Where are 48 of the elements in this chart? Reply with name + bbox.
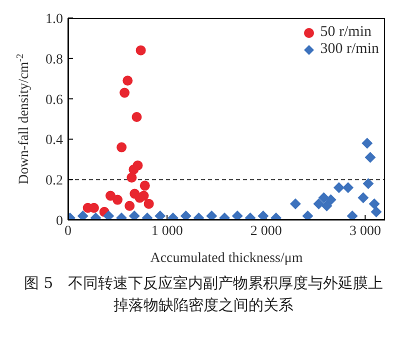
point	[134, 192, 145, 203]
point	[144, 198, 154, 209]
point	[180, 210, 192, 220]
point	[128, 164, 139, 174]
point	[206, 210, 218, 220]
point	[140, 180, 150, 191]
point	[103, 210, 114, 220]
point	[77, 210, 88, 220]
point	[258, 210, 269, 220]
point	[346, 210, 358, 220]
legend-label: 50 r/min	[320, 24, 372, 41]
point	[128, 210, 140, 220]
legend-label: 300 r/min	[320, 41, 379, 58]
point	[302, 210, 314, 220]
point	[154, 210, 166, 220]
point	[116, 142, 127, 152]
point	[321, 200, 332, 212]
point	[362, 138, 373, 149]
point	[364, 152, 376, 163]
y-tick-label: 0.8	[46, 52, 63, 68]
point	[290, 198, 301, 210]
point	[325, 194, 336, 206]
point	[370, 206, 382, 218]
point	[122, 76, 133, 86]
caption: 图 5 不同转速下反应室内副产物累积厚度与外延膜上掉落物缺陷密度之间的关系	[24, 273, 384, 316]
point	[112, 194, 123, 205]
point	[313, 198, 324, 210]
point	[124, 200, 135, 211]
point	[126, 172, 137, 183]
point	[342, 182, 354, 194]
point	[120, 88, 130, 98]
y-tick-label: 0	[56, 214, 63, 229]
point	[232, 210, 243, 220]
point	[333, 182, 344, 194]
x-tick-label: 2 000	[250, 224, 282, 239]
point	[362, 178, 374, 190]
point	[368, 198, 380, 210]
y-tick-label: 0.2	[46, 174, 63, 189]
x-tick-label: 1 000	[151, 224, 183, 239]
x-tick-label: 3 000	[349, 224, 381, 239]
point	[136, 45, 146, 56]
y-tick-label: 1.0	[46, 12, 63, 27]
point	[358, 192, 369, 204]
y-tick-label: 0.4	[46, 133, 63, 148]
point	[318, 192, 330, 204]
y-tick-label: 0.6	[46, 92, 63, 108]
point	[132, 112, 142, 122]
x-axis-title: Accumulated thickness/μm	[150, 251, 303, 266]
